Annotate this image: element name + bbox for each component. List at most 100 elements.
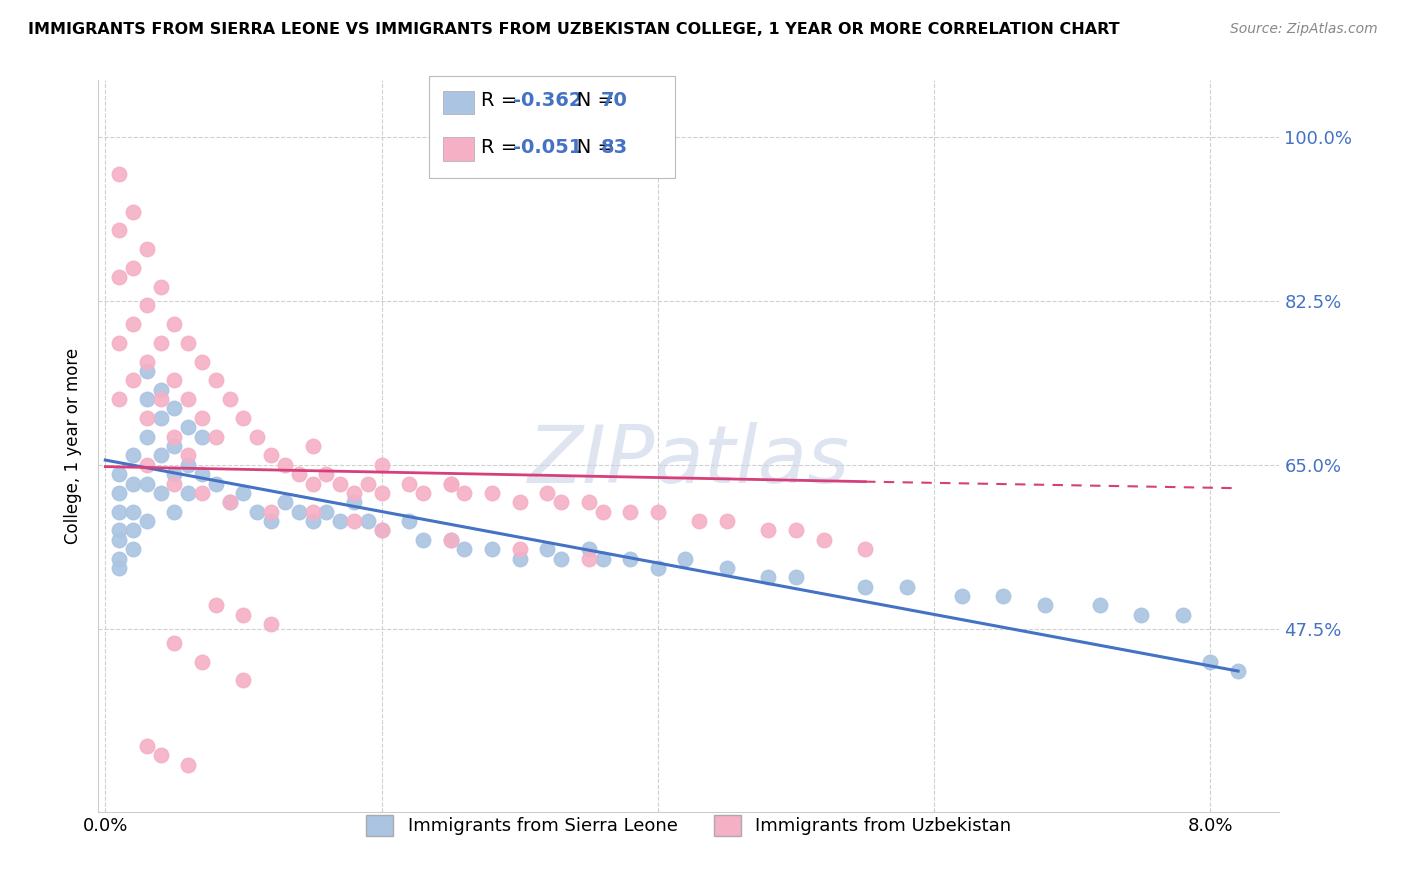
Point: [440, 533, 463, 547]
Point: [453, 486, 475, 500]
Point: [550, 495, 572, 509]
Point: [191, 486, 214, 500]
Point: [122, 476, 145, 491]
Point: [163, 373, 186, 387]
Point: [163, 636, 186, 650]
Point: [232, 410, 254, 425]
Point: [481, 486, 503, 500]
Point: [1199, 655, 1222, 669]
Point: [896, 580, 918, 594]
Point: [440, 533, 463, 547]
Point: [149, 486, 172, 500]
Point: [398, 476, 420, 491]
Point: [785, 570, 807, 584]
Point: [218, 495, 240, 509]
Text: R =: R =: [481, 137, 523, 157]
Point: [993, 589, 1015, 603]
Point: [108, 486, 131, 500]
Text: -0.362: -0.362: [513, 91, 582, 111]
Point: [135, 354, 157, 368]
Point: [716, 561, 738, 575]
Point: [163, 317, 186, 331]
Point: [260, 505, 283, 519]
Point: [301, 476, 323, 491]
Point: [108, 561, 131, 575]
Point: [163, 401, 186, 416]
Point: [149, 410, 172, 425]
Point: [163, 505, 186, 519]
Point: [232, 673, 254, 688]
Point: [370, 486, 392, 500]
Point: [122, 204, 145, 219]
Point: [315, 505, 337, 519]
Point: [135, 364, 157, 378]
Point: [122, 317, 145, 331]
Text: ZIPatlas: ZIPatlas: [527, 422, 851, 500]
Point: [853, 542, 876, 557]
Point: [578, 495, 600, 509]
Point: [550, 551, 572, 566]
Point: [108, 467, 131, 482]
Point: [108, 551, 131, 566]
Point: [108, 335, 131, 350]
Point: [453, 542, 475, 557]
Point: [853, 580, 876, 594]
Point: [108, 505, 131, 519]
Point: [274, 495, 297, 509]
Point: [357, 514, 380, 528]
Point: [301, 514, 323, 528]
Point: [122, 524, 145, 538]
Point: [619, 551, 641, 566]
Point: [412, 486, 434, 500]
Point: [149, 335, 172, 350]
Point: [232, 486, 254, 500]
Point: [122, 542, 145, 557]
Point: [1130, 607, 1153, 622]
Point: [301, 505, 323, 519]
Point: [177, 486, 200, 500]
Point: [536, 486, 558, 500]
Point: [177, 392, 200, 406]
Point: [647, 505, 669, 519]
Point: [619, 505, 641, 519]
Point: [440, 476, 463, 491]
Point: [122, 373, 145, 387]
Point: [370, 524, 392, 538]
Text: -0.051: -0.051: [513, 137, 582, 157]
Point: [260, 617, 283, 632]
Point: [301, 439, 323, 453]
Point: [357, 476, 380, 491]
Point: [108, 167, 131, 181]
Point: [578, 551, 600, 566]
Text: N =: N =: [558, 137, 620, 157]
Point: [191, 354, 214, 368]
Point: [177, 757, 200, 772]
Point: [149, 392, 172, 406]
Point: [647, 561, 669, 575]
Point: [163, 439, 186, 453]
Y-axis label: College, 1 year or more: College, 1 year or more: [65, 348, 83, 544]
Point: [343, 514, 366, 528]
Point: [370, 458, 392, 472]
Point: [149, 449, 172, 463]
Text: 83: 83: [600, 137, 627, 157]
Point: [135, 476, 157, 491]
Point: [1227, 664, 1250, 678]
Text: IMMIGRANTS FROM SIERRA LEONE VS IMMIGRANTS FROM UZBEKISTAN COLLEGE, 1 YEAR OR MO: IMMIGRANTS FROM SIERRA LEONE VS IMMIGRAN…: [28, 22, 1119, 37]
Point: [287, 505, 309, 519]
Point: [440, 476, 463, 491]
Point: [274, 458, 297, 472]
Point: [218, 495, 240, 509]
Point: [149, 383, 172, 397]
Point: [149, 748, 172, 763]
Point: [191, 410, 214, 425]
Point: [950, 589, 973, 603]
Point: [135, 429, 157, 443]
Point: [329, 514, 352, 528]
Point: [108, 524, 131, 538]
Point: [191, 467, 214, 482]
Point: [135, 514, 157, 528]
Point: [1033, 599, 1056, 613]
Point: [509, 542, 531, 557]
Point: [329, 476, 352, 491]
